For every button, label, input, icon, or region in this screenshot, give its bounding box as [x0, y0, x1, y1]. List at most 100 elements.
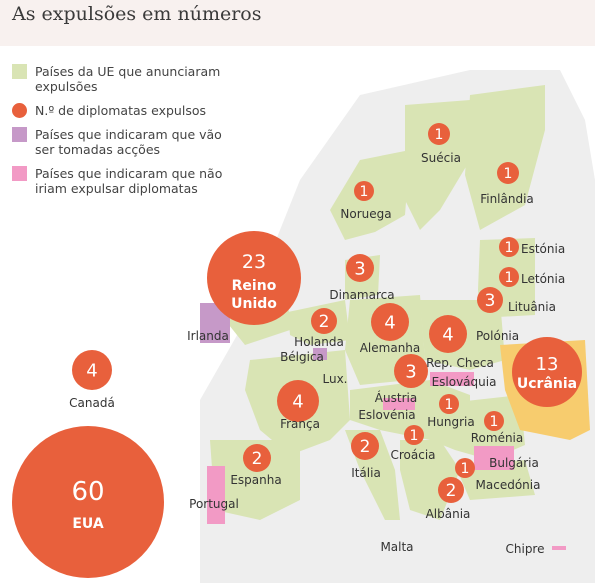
country-label: Holanda — [294, 335, 344, 349]
expulsion-circle — [371, 303, 409, 341]
expulsion-count: 2 — [252, 449, 263, 469]
legend-swatch — [12, 166, 27, 181]
expulsion-circle — [428, 123, 450, 145]
expulsion-count: 1 — [360, 184, 369, 200]
country-label: Eslovénia — [358, 408, 415, 422]
bulgaria-shape — [474, 446, 514, 470]
austria-shape — [383, 398, 415, 410]
expulsion-count: 2 — [319, 312, 330, 332]
expulsion-circle — [499, 267, 519, 287]
country-label: Canadá — [69, 396, 115, 410]
portugal-shape — [207, 466, 225, 524]
expulsion-count: 4 — [292, 391, 303, 412]
expulsion-count: 1 — [490, 414, 499, 430]
legend-item: Países da UE que anunciaram expulsões — [12, 64, 282, 94]
country-label: França — [280, 417, 320, 431]
legend-label: Países que indicaram que vão ser tomadas … — [35, 127, 222, 157]
expulsion-circle — [394, 354, 428, 388]
expulsion-count: 2 — [360, 437, 371, 457]
country-label: Malta — [380, 540, 413, 554]
country-label: Portugal — [189, 497, 239, 511]
country-label: Espanha — [230, 473, 281, 487]
legend-item: N.º de diplomatas expulsos — [12, 103, 282, 118]
country-labels: Suécia Finlândia Noruega Estónia Letónia Litu… — [69, 151, 565, 556]
legend-label: N.º de diplomatas expulsos — [35, 103, 207, 118]
expulsion-circle — [72, 350, 112, 390]
expulsion-circle — [512, 337, 582, 407]
expulsion-circle — [351, 432, 379, 460]
country-label: Ucrânia — [517, 376, 577, 392]
country-label: Reino — [232, 278, 277, 294]
country-label: Croácia — [390, 448, 435, 462]
expulsion-circle — [499, 237, 519, 257]
country-label: Noruega — [340, 207, 391, 221]
expulsion-circle — [439, 394, 459, 414]
country-label: Bulgária — [489, 456, 539, 470]
expulsion-circle — [277, 380, 319, 422]
country-label: Macedónia — [476, 478, 541, 492]
country-label: Bélgica — [280, 350, 324, 364]
iberia-shape — [210, 440, 300, 520]
expulsion-count: 1 — [505, 270, 514, 286]
expulsion-count: 3 — [485, 291, 496, 311]
expulsion-circle — [497, 162, 519, 184]
expulsion-count: 3 — [405, 361, 416, 382]
country-label: Alemanha — [360, 341, 421, 355]
expulsion-circle — [455, 458, 475, 478]
country-label: Dinamarca — [329, 288, 394, 302]
cyprus-shape — [552, 546, 566, 550]
expulsion-count: 1 — [445, 397, 454, 413]
sweden-shape — [405, 100, 470, 230]
country-label: Estónia — [521, 242, 565, 256]
legend-label: Países que indicaram que não iriam expuls… — [35, 166, 223, 196]
finland-shape — [465, 85, 545, 230]
country-label: Finlândia — [480, 192, 534, 206]
expulsion-count: 1 — [435, 127, 444, 143]
expulsion-count: 23 — [242, 251, 266, 273]
expulsion-circle — [429, 315, 467, 353]
expulsion-count: 4 — [442, 324, 453, 345]
expulsion-count: 1 — [504, 166, 513, 182]
luxembourg-shape — [313, 348, 327, 360]
expulsion-count: 4 — [86, 360, 97, 381]
country-label: Hungria — [427, 415, 474, 429]
country-label: Unido — [231, 296, 277, 312]
expulsion-circle — [311, 308, 337, 334]
title-band — [0, 0, 595, 46]
legend-label: Países da UE que anunciaram expulsões — [35, 64, 221, 94]
country-label: Polónia — [476, 329, 519, 343]
legend-swatch — [12, 103, 27, 118]
country-label: Suécia — [421, 151, 461, 165]
legend-item: Países que indicaram que vão ser tomadas … — [12, 127, 282, 157]
country-label: Letónia — [521, 272, 565, 286]
expulsion-circle — [484, 411, 504, 431]
country-label: Rep. Checa — [426, 356, 494, 370]
country-label: Irlanda — [187, 329, 229, 343]
page-title: As expulsões em números — [12, 3, 262, 25]
expulsion-count: 1 — [505, 240, 514, 256]
legend-swatch — [12, 127, 27, 142]
expulsion-count: 2 — [446, 481, 457, 501]
expulsion-circle — [243, 444, 271, 472]
legend: Países da UE que anunciaram expulsões N.º… — [12, 64, 282, 205]
expulsion-count: 60 — [71, 477, 104, 507]
expulsion-count: 3 — [354, 258, 365, 279]
country-label: Roménia — [471, 431, 524, 445]
country-label: Albânia — [426, 507, 471, 521]
expulsion-circle — [404, 425, 424, 445]
legend-item: Países que indicaram que não iriam expuls… — [12, 166, 282, 196]
expulsion-circle — [477, 287, 503, 313]
expulsion-circle — [346, 254, 374, 282]
country-label: Lituânia — [508, 300, 556, 314]
country-label: Áustria — [375, 390, 417, 405]
slovakia-shape — [430, 372, 474, 386]
country-label: Itália — [351, 466, 381, 480]
expulsion-circle — [207, 231, 301, 325]
expulsion-circle — [438, 477, 464, 503]
expulsion-circle — [354, 181, 374, 201]
legend-swatch — [12, 64, 27, 79]
country-label: Eslováquia — [432, 375, 497, 389]
expulsion-count: 13 — [536, 354, 559, 375]
